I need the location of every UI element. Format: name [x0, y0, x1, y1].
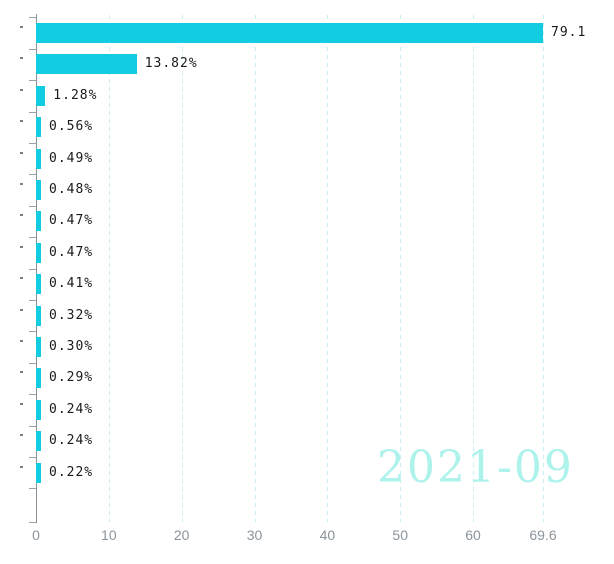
- x-tick-label: 30: [246, 527, 263, 543]
- bar-value-label: 0.24%: [49, 433, 94, 449]
- y-axis-tick: [29, 17, 36, 19]
- bar: [36, 180, 41, 200]
- y-axis-tick: [29, 174, 36, 176]
- y-axis-tick: [29, 456, 36, 458]
- y-category-mark: [20, 434, 23, 437]
- y-axis-tick: [29, 111, 36, 113]
- y-category-mark: [20, 151, 23, 154]
- x-tick-label: 69.6: [529, 527, 557, 543]
- y-category-mark: [20, 214, 23, 217]
- y-category-mark: [20, 371, 23, 374]
- y-axis-end-tick: [29, 522, 36, 523]
- bar: [36, 274, 41, 295]
- x-tick-label: 20: [173, 527, 190, 543]
- bar: [36, 211, 41, 232]
- y-axis-tick: [29, 142, 36, 144]
- y-category-mark: [20, 465, 23, 468]
- y-axis-tick: [29, 488, 36, 490]
- bar-value-label: 0.48%: [49, 182, 94, 197]
- bar: [36, 305, 41, 326]
- bar: [36, 54, 137, 75]
- y-category-mark: [20, 183, 23, 185]
- bar-value-label: 0.47%: [49, 244, 94, 260]
- bar-value-label: 79.1: [551, 25, 587, 40]
- bar: [36, 23, 543, 43]
- x-gridline: [254, 15, 256, 522]
- x-gridline: [400, 15, 402, 522]
- bar: [36, 431, 41, 452]
- bar-value-label: 0.32%: [49, 307, 94, 323]
- x-tick-label: 50: [392, 527, 408, 543]
- bar: [36, 462, 41, 483]
- y-category-mark: [20, 26, 23, 28]
- y-axis-tick: [29, 80, 36, 82]
- x-gridline: [543, 15, 544, 522]
- y-axis-tick: [29, 362, 36, 364]
- bar-value-label: 0.41%: [49, 276, 94, 292]
- x-gridline: [108, 15, 110, 522]
- bar: [36, 148, 41, 169]
- bar: [36, 368, 41, 389]
- bar-value-label: 0.47%: [49, 213, 94, 229]
- x-tick-label: 40: [319, 527, 336, 543]
- y-axis-tick: [29, 331, 36, 333]
- y-axis-tick: [29, 48, 36, 50]
- y-axis-tick: [29, 205, 36, 207]
- y-category-mark: [20, 308, 23, 311]
- bar-value-label: 0.30%: [49, 339, 94, 354]
- bar: [36, 117, 41, 138]
- bar: [36, 337, 41, 357]
- bar: [36, 399, 41, 420]
- y-category-mark: [20, 245, 23, 248]
- y-category-mark: [20, 57, 23, 60]
- bar: [36, 85, 46, 106]
- x-gridline: [473, 15, 475, 522]
- bar: [36, 242, 41, 263]
- y-category-mark: [20, 340, 23, 342]
- x-gridline: [181, 15, 183, 522]
- x-tick-label: 0: [32, 527, 40, 543]
- y-axis-tick: [29, 237, 36, 239]
- y-axis-tick: [29, 299, 36, 301]
- y-category-mark: [20, 402, 23, 405]
- y-axis-tick: [29, 268, 36, 270]
- watermark-date: 2021-09: [377, 442, 574, 493]
- bar-value-label: 0.29%: [49, 370, 94, 386]
- y-category-mark: [20, 277, 23, 280]
- x-tick-label: 10: [101, 527, 117, 543]
- y-category-mark: [20, 88, 23, 91]
- x-tick-label: 60: [465, 527, 481, 543]
- y-axis-tick: [29, 425, 36, 427]
- bar-value-label: 0.49%: [49, 150, 94, 166]
- y-axis-spine: [36, 14, 37, 523]
- y-axis-tick: [29, 394, 36, 396]
- bar-value-label: 13.82%: [144, 56, 198, 72]
- bar-value-label: 0.24%: [49, 401, 94, 417]
- bar-value-label: 0.22%: [49, 464, 94, 480]
- y-category-mark: [20, 120, 23, 123]
- bar-value-label: 1.28%: [53, 87, 98, 103]
- x-gridline: [327, 15, 329, 522]
- bar-value-label: 0.56%: [49, 119, 94, 135]
